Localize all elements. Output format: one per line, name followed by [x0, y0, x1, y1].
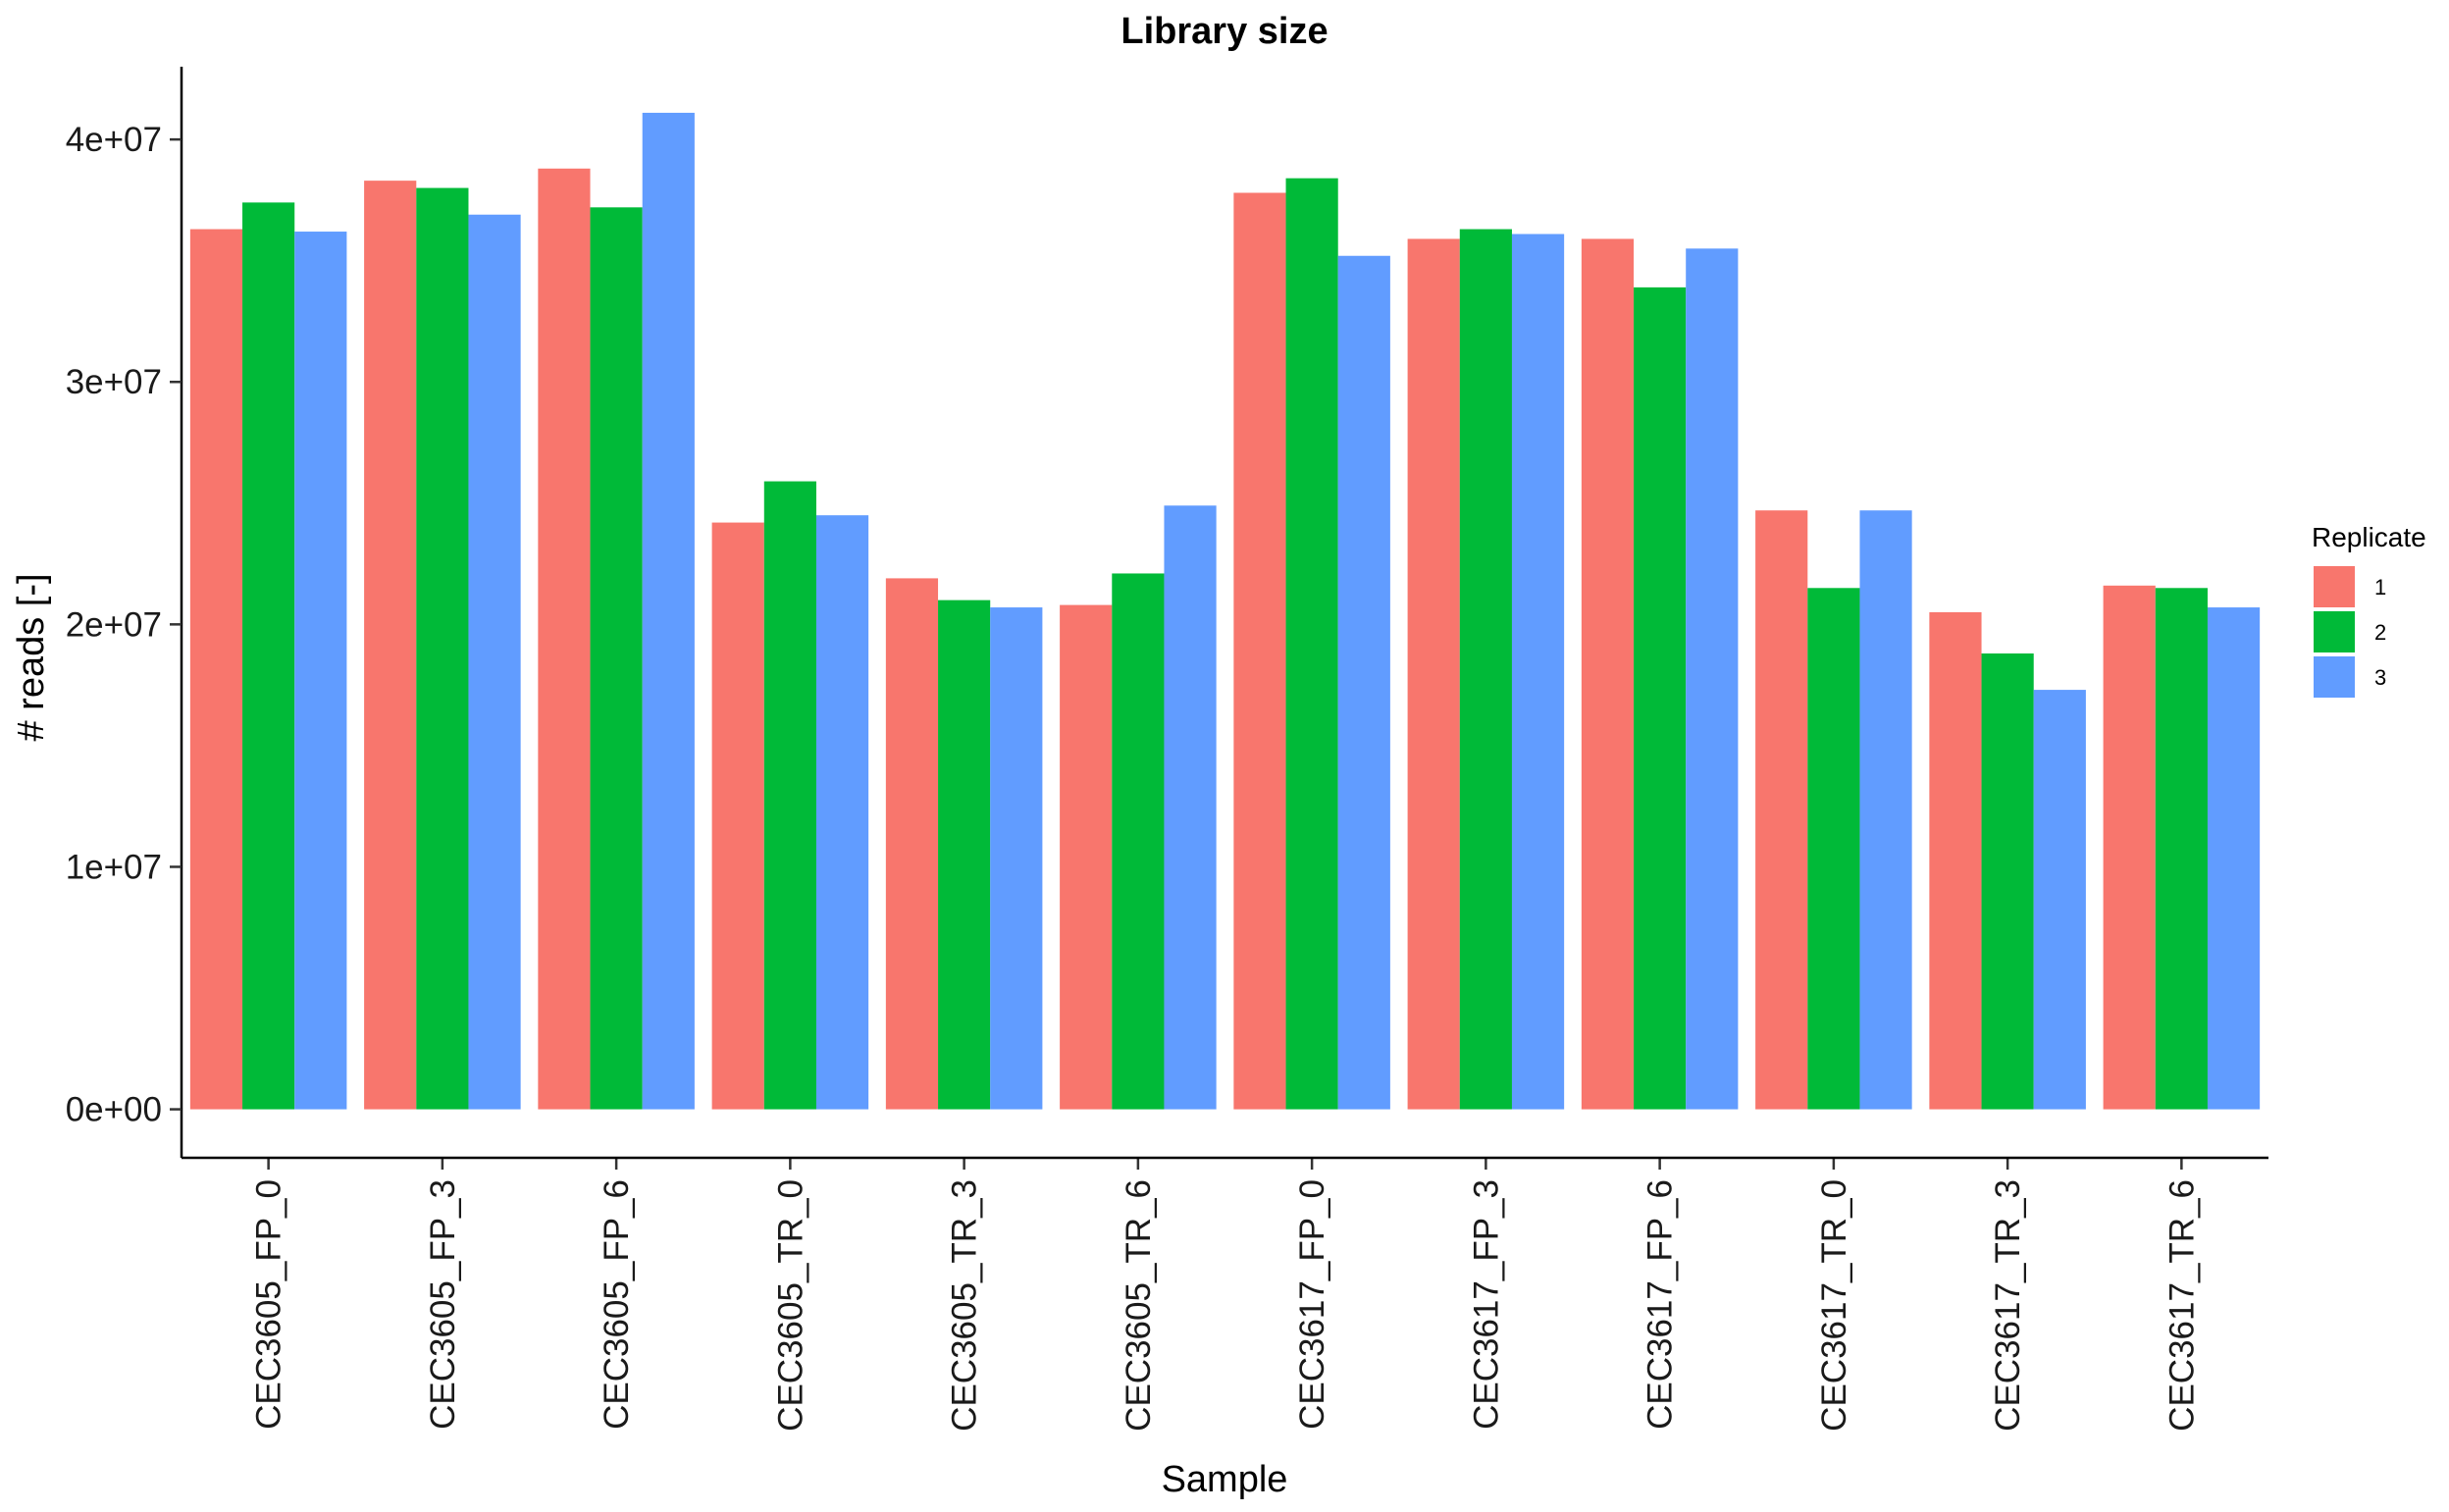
bar-CEC3605_FP_6-replicate-3: [642, 112, 695, 1110]
x-tick-label: CEC3617_FP_6: [1641, 1179, 1680, 1430]
bar-CEC3617_TR_3-replicate-1: [1929, 612, 1982, 1110]
bar-CEC3617_FP_0-replicate-2: [1285, 178, 1338, 1110]
y-axis: 0e+00 1e+07 2e+07 3e+07 4e+07: [66, 67, 183, 1158]
bar-CEC3605_TR_6-replicate-3: [1164, 505, 1217, 1110]
bar-CEC3617_FP_6-replicate-1: [1581, 238, 1635, 1110]
bar-CEC3605_TR_0-replicate-3: [815, 515, 869, 1110]
bar-CEC3617_FP_6-replicate-2: [1634, 287, 1687, 1110]
bar-CEC3605_FP_6-replicate-2: [590, 207, 643, 1110]
x-tick-label: CEC3605_TR_3: [946, 1179, 984, 1432]
bar-CEC3605_FP_0-replicate-3: [294, 232, 347, 1110]
bar-CEC3617_TR_6-replicate-2: [2155, 588, 2208, 1110]
bar-CEC3605_TR_3-replicate-3: [990, 607, 1043, 1110]
legend-label-2: 2: [2374, 620, 2386, 645]
legend: Replicate 1 2 3: [2312, 522, 2426, 698]
x-tick-label: CEC3605_FP_6: [598, 1179, 636, 1430]
bar-CEC3617_FP_6-replicate-3: [1686, 248, 1739, 1110]
bar-CEC3605_TR_3-replicate-1: [885, 578, 939, 1110]
legend-swatch-2: [2314, 611, 2355, 652]
bar-CEC3617_TR_0-replicate-1: [1755, 510, 1808, 1110]
bar-CEC3617_TR_0-replicate-2: [1807, 588, 1860, 1110]
bar-CEC3617_FP_0-replicate-3: [1337, 255, 1390, 1110]
y-tick-label: 1e+07: [66, 848, 162, 886]
bar-CEC3617_TR_6-replicate-3: [2207, 607, 2261, 1110]
x-tick-label: CEC3617_TR_3: [1989, 1179, 2027, 1432]
bar-CEC3617_FP_3-replicate-2: [1459, 229, 1512, 1110]
y-axis-title: # reads [-]: [11, 573, 52, 741]
plot-area: [189, 112, 2261, 1110]
legend-title: Replicate: [2312, 522, 2426, 552]
x-tick-label: CEC3605_TR_0: [771, 1179, 809, 1432]
bar-CEC3617_TR_3-replicate-2: [1981, 653, 2034, 1110]
x-tick-label: CEC3617_FP_3: [1467, 1179, 1505, 1430]
bar-CEC3605_FP_3-replicate-1: [364, 181, 417, 1110]
x-tick-label: CEC3605_FP_3: [424, 1179, 462, 1430]
bar-CEC3605_FP_3-replicate-3: [468, 214, 521, 1110]
x-tick-label: CEC3605_FP_0: [250, 1179, 288, 1430]
bar-CEC3605_FP_0-replicate-2: [242, 202, 295, 1110]
bar-CEC3617_FP_3-replicate-1: [1407, 238, 1460, 1110]
y-tick-label: 4e+07: [66, 121, 162, 159]
x-tick-label: CEC3617_TR_6: [2162, 1179, 2201, 1432]
legend-swatch-3: [2314, 656, 2355, 698]
bar-CEC3605_TR_0-replicate-1: [711, 522, 764, 1110]
x-tick-label: CEC3617_TR_0: [1815, 1179, 1853, 1432]
bar-CEC3605_TR_0-replicate-2: [763, 481, 816, 1110]
bar-CEC3617_TR_0-replicate-3: [1859, 510, 1912, 1110]
bar-CEC3605_TR_6-replicate-1: [1060, 604, 1113, 1110]
bar-CEC3617_FP_3-replicate-3: [1511, 234, 1565, 1110]
chart-title: Library size: [1120, 11, 1328, 52]
y-tick-label: 0e+00: [66, 1091, 162, 1129]
y-tick-label: 2e+07: [66, 605, 162, 644]
bar-CEC3617_TR_6-replicate-1: [2103, 585, 2156, 1110]
bar-CEC3605_TR_6-replicate-2: [1112, 573, 1165, 1110]
legend-label-1: 1: [2374, 575, 2386, 600]
x-axis: CEC3605_FP_0 CEC3605_FP_3 CEC3605_FP_6 CEC3…: [182, 1156, 2268, 1432]
bar-CEC3617_TR_3-replicate-3: [2033, 690, 2086, 1110]
legend-swatch-1: [2314, 566, 2355, 607]
bar-CEC3605_FP_3-replicate-2: [416, 187, 469, 1110]
bar-CEC3605_TR_3-replicate-2: [938, 600, 991, 1110]
legend-label-3: 3: [2374, 665, 2386, 690]
bar-CEC3617_FP_0-replicate-1: [1233, 192, 1286, 1110]
x-tick-label: CEC3617_FP_0: [1293, 1179, 1331, 1430]
y-tick-label: 3e+07: [66, 363, 162, 401]
bar-CEC3605_FP_0-replicate-1: [189, 229, 243, 1110]
bar-CEC3605_FP_6-replicate-1: [538, 168, 591, 1110]
x-tick-label: CEC3605_TR_6: [1120, 1179, 1158, 1432]
x-axis-title: Sample: [1162, 1459, 1288, 1500]
